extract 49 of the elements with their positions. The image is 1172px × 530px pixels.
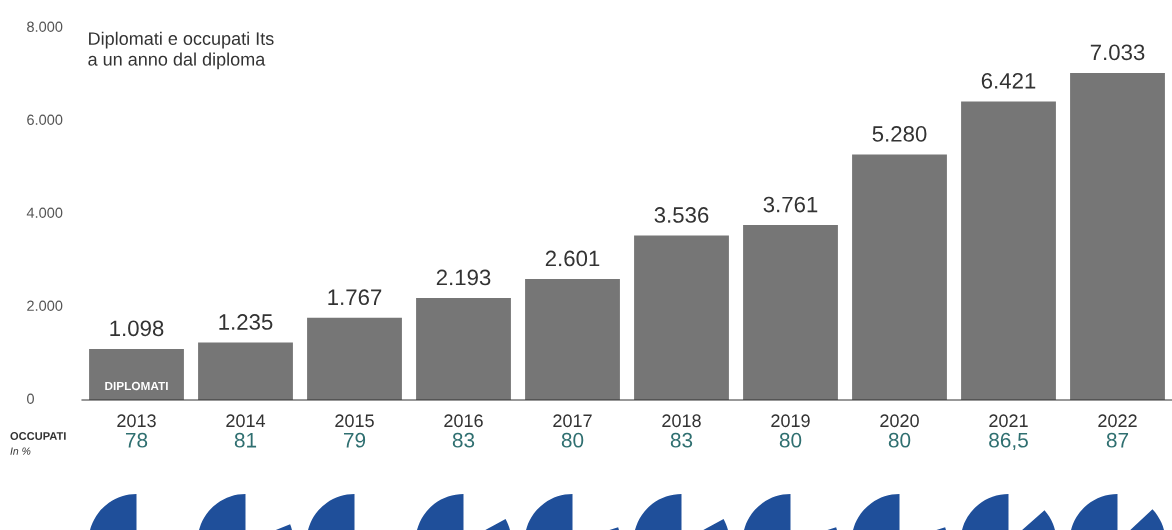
y-tick-label: 4.000 <box>26 207 63 218</box>
data-label: 1.235 <box>219 314 273 330</box>
bar <box>525 279 620 400</box>
bar <box>89 348 184 400</box>
bar <box>961 101 1056 400</box>
x-tick-label: 2016 <box>444 414 483 428</box>
x-tick-label: 2014 <box>226 414 266 428</box>
y-tick-label: 2.000 <box>27 300 63 311</box>
bar <box>1070 72 1165 400</box>
x-tick-label: 2013 <box>117 414 156 428</box>
y-tick-label: 8.000 <box>27 21 63 32</box>
x-tick-label: 2022 <box>1098 414 1137 428</box>
data-label: 79 <box>343 432 366 448</box>
data-label: 86,5 <box>989 432 1028 451</box>
data-label: 1.767 <box>328 289 382 306</box>
data-label: 5.280 <box>872 126 927 142</box>
bar <box>198 342 293 400</box>
data-label: 3.761 <box>763 196 818 213</box>
data-label: 2.193 <box>436 269 491 286</box>
text: Diplomati e occupati Its a un anno dal diploma <box>88 31 274 70</box>
x-tick-label: 2018 <box>662 414 701 428</box>
bar <box>307 317 402 400</box>
data-label: 2.601 <box>545 250 600 267</box>
x-tick-label: 2019 <box>771 414 810 428</box>
data-label: 80 <box>561 432 584 448</box>
bar <box>852 154 947 400</box>
bar <box>634 235 729 400</box>
data-label: 78 <box>125 432 148 448</box>
data-label: 80 <box>888 432 911 448</box>
data-label: 80 <box>779 432 802 448</box>
text: In % <box>10 447 31 455</box>
x-tick-label: 2020 <box>880 414 919 428</box>
bar <box>416 298 511 400</box>
data-label: 81 <box>234 432 257 448</box>
data-label: 1.098 <box>110 320 164 337</box>
annotation: DIPLOMATI <box>105 381 168 391</box>
y-tick-label: 0 <box>27 393 34 404</box>
data-label: 83 <box>452 432 475 448</box>
data-label: 83 <box>670 432 693 448</box>
bar <box>743 225 838 400</box>
data-label: 87 <box>1106 432 1129 448</box>
data-label: 7.033 <box>1090 44 1145 61</box>
y-tick-label: 6.000 <box>27 114 63 125</box>
x-tick-label: 2017 <box>553 414 592 428</box>
x-tick-label: 2021 <box>989 414 1028 428</box>
text: OCCUPATI <box>10 432 66 440</box>
data-label: 3.536 <box>654 207 709 223</box>
data-label: 6.421 <box>981 72 1036 89</box>
x-tick-label: 2015 <box>335 414 374 428</box>
